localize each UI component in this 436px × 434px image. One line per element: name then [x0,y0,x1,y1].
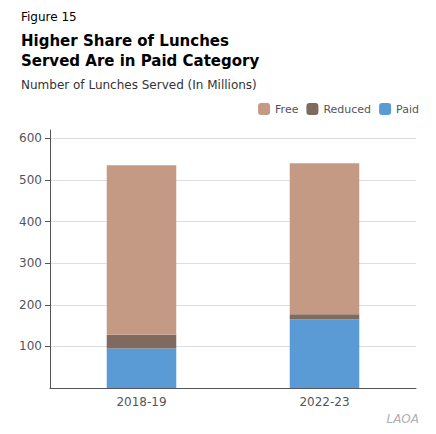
svg-text:2022-23: 2022-23 [299,395,349,409]
svg-text:Higher Share of Lunches: Higher Share of Lunches [21,32,229,50]
svg-text:400: 400 [19,215,42,229]
svg-text:Paid: Paid [396,103,419,116]
svg-text:2018-19: 2018-19 [116,395,166,409]
svg-text:Figure 15: Figure 15 [21,10,77,24]
svg-text:Served Are in Paid Category: Served Are in Paid Category [21,52,259,70]
svg-text:LAOA: LAOA [386,412,419,426]
svg-text:600: 600 [19,131,42,145]
svg-text:100: 100 [19,339,42,353]
svg-text:300: 300 [19,256,42,270]
svg-text:Reduced: Reduced [323,103,371,116]
svg-text:200: 200 [19,298,42,312]
svg-text:Number of Lunches Served (In M: Number of Lunches Served (In Millions) [21,78,257,92]
svg-text:Free: Free [275,103,299,116]
svg-text:500: 500 [19,173,42,187]
